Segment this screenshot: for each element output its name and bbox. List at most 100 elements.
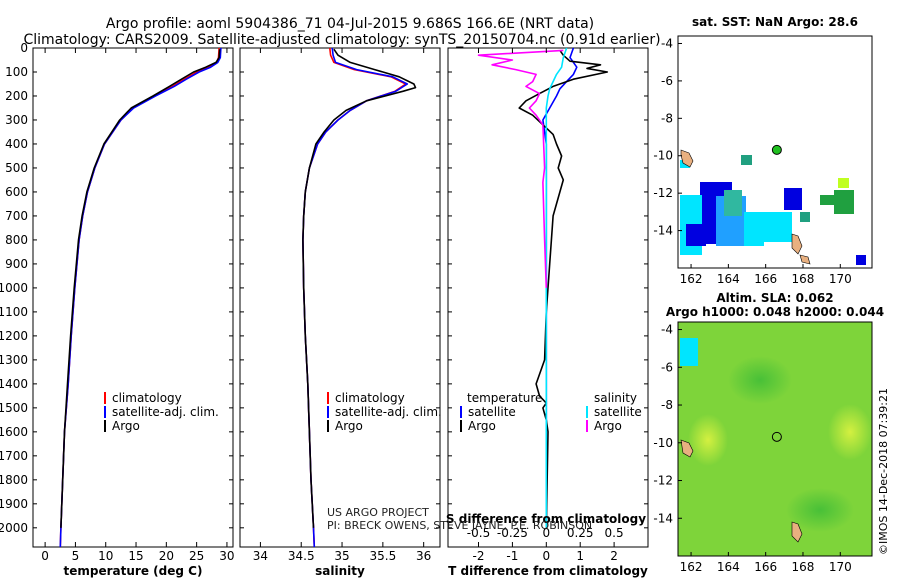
map-x-tick-label: 170 [829,272,852,286]
sla-map-title: Altim. SLA: 0.062 [716,291,833,305]
sst-cell [758,212,792,242]
depth-tick-label: 1100 [0,305,28,319]
map-y-tick-label: -12 [653,474,673,488]
map-x-tick-label: 164 [717,272,740,286]
depth-tick-label: 1600 [0,425,28,439]
x-tick-label: 35 [334,549,349,563]
top-x-tick-label: -0.5 [467,526,490,540]
depth-tick-label: 1400 [0,377,28,391]
depth-tick-label: 1500 [0,401,28,415]
series-argo [302,48,417,528]
depth-axis: 0 100 200 300 400 500 600 700 800 900 1000 1100 1200… [0,41,648,535]
map-y-tick-label: -6 [661,74,673,88]
map-y-tick-label: -8 [661,398,673,412]
map-y-tick-label: -8 [661,111,673,125]
sst-cells [680,155,866,265]
depth-tick-label: 900 [5,257,28,271]
depth-tick-label: 700 [5,209,28,223]
header-line-2: Climatology: CARS2009. Satellite-adjuste… [23,32,660,48]
map-x-tick-label: 164 [717,560,740,574]
x-axes: 0 5 10 15 20 25 30 34 34.5 35 35.5 36 -2 -1 0 1 2 -0.5 -0.… [41,48,624,563]
x-tick-label: 5 [72,549,80,563]
map-x-tick-label: 162 [680,272,703,286]
x-tick-label: 30 [219,549,234,563]
series-argo [60,49,221,528]
sst-cell [784,188,802,210]
difference-panel-frame [447,47,649,548]
temperature-xlabel: temperature (deg C) [64,564,203,578]
legend-label-t-argo: Argo [468,419,496,433]
header-line-1: Argo profile: aoml 5904386_71 04-Jul-201… [106,16,594,32]
map-y-tick-label: -12 [653,186,673,200]
island-land [791,233,803,255]
sla-anomaly-spot [828,404,872,460]
depth-tick-label: 600 [5,185,28,199]
map-y-tick-label: -10 [653,436,673,450]
sst-map: 162 164 166 168 170 -4 -6 -8 -10 -12 -14 [653,35,873,286]
argo-position-marker [771,431,782,442]
map-y-tick-label: -14 [653,224,673,238]
map-x-tick-label: 168 [792,272,815,286]
depth-tick-label: 400 [5,137,28,151]
temperature-legend: climatology satellite-adj. clim. Argo [104,391,219,433]
depth-tick-label: 1300 [0,353,28,367]
x-tick-label: -2 [473,549,485,563]
legend-title-temperature: temperature [467,391,542,405]
x-tick-label: 0 [41,549,49,563]
depth-tick-label: 200 [5,89,28,103]
top-x-tick-label: -0.25 [497,526,528,540]
depth-tick-label: 0 [20,41,28,55]
x-tick-label: 34 [253,549,268,563]
legend-label-climatology: climatology [112,391,182,405]
depth-tick-label: 800 [5,233,28,247]
sla-cell [680,338,698,366]
depth-tick-label: 1800 [0,473,28,487]
sst-cell [820,195,838,205]
depth-tick-label: 300 [5,113,28,127]
series-satellite-adj-clim- [59,47,222,548]
series-climatology [302,47,407,548]
depth-tick-label: 1900 [0,497,28,511]
sla-anomaly-spot [688,414,728,466]
legend-label-s-satellite: satellite [594,405,642,419]
sst-cell [686,224,706,246]
x-tick-label: 15 [128,549,143,563]
map-x-tick-label: 166 [754,560,777,574]
map-x-tick-label: 166 [754,272,777,286]
depth-tick-label: 100 [5,65,28,79]
legend-label-argo: Argo [335,419,363,433]
legend-label-climatology: climatology [335,391,405,405]
depth-tick-label: 2000 [0,521,28,535]
sla-map: 162 164 166 168 170 -4 -6 -8 -10 -12 -14 [653,321,873,574]
x-tick-label: 20 [159,549,174,563]
island-land [799,254,811,265]
x-tick-label: -1 [506,549,518,563]
legend-label-s-argo: Argo [594,419,622,433]
depth-tick-label: 500 [5,161,28,175]
sla-map-subtitle: Argo h1000: 0.048 h2000: 0.044 [666,305,884,319]
salinity-legend: climatology satellite-adj. clim. Argo [327,391,442,433]
temperature-panel-frame [32,47,234,548]
sst-cell [838,178,849,188]
legend-label-satellite: satellite-adj. clim. [335,405,442,419]
x-tick-label: 36 [416,549,431,563]
sst-map-axes: 162 164 166 168 170 -4 -6 -8 -10 -12 -14 [653,36,851,286]
map-x-tick-label: 170 [829,560,852,574]
series-s-satellite [545,47,568,528]
map-y-tick-label: -10 [653,149,673,163]
island-land [791,521,803,543]
x-tick-label: 0 [542,549,550,563]
credit-line-1: US ARGO PROJECT [327,506,429,519]
legend-title-salinity: salinity [594,391,637,405]
series-climatology [59,47,220,548]
top-x-tick-label: 0 [542,526,550,540]
credit-line-2: PI: BRECK OWENS, STEVE JAYNE, P.E. ROBIN… [327,519,592,532]
sla-map-axes: 162 164 166 168 170 -4 -6 -8 -10 -12 -14 [653,323,851,574]
argo-position-marker [771,144,782,155]
legend-label-t-satellite: satellite [468,405,516,419]
sst-cell [834,190,854,214]
salinity-panel-frame [239,47,441,548]
map-y-tick-label: -14 [653,511,673,525]
difference-top-xlabel: S difference from climatology [446,512,646,526]
